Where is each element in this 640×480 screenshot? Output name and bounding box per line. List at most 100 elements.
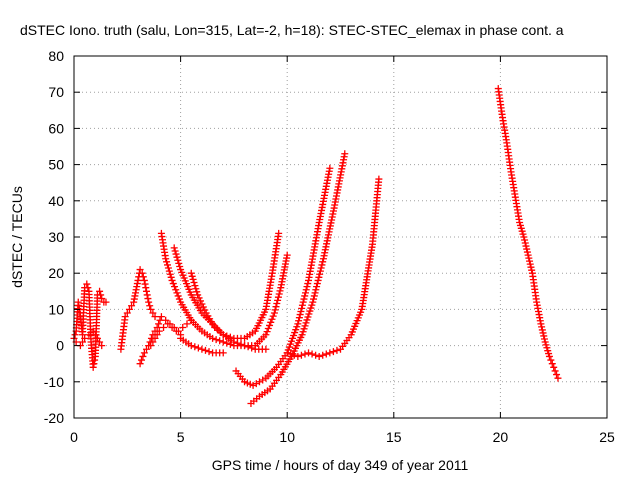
data-point-trail	[333, 346, 341, 354]
data-point	[283, 251, 291, 259]
data-point-trail	[143, 291, 151, 299]
data-point-trail	[523, 248, 531, 256]
data-point-trail	[171, 247, 179, 255]
x-tick-labels: 0 5 10 15 20 25	[70, 429, 615, 445]
data-point-trail	[175, 259, 183, 267]
data-point	[219, 338, 227, 346]
data-point-trail	[173, 253, 181, 261]
data-series	[177, 334, 227, 357]
y-tick-label: -10	[44, 374, 64, 390]
y-tick-label: 50	[48, 157, 64, 173]
data-point-trail	[201, 346, 209, 354]
x-tick-label: 20	[493, 429, 509, 445]
data-point-trail	[314, 276, 322, 284]
data-point	[89, 363, 97, 371]
y-tick-label: 70	[48, 84, 64, 100]
data-point-trail	[199, 303, 207, 311]
data-point-trail	[142, 284, 150, 292]
data-point-trail	[191, 282, 199, 290]
data-point-trail	[174, 292, 182, 300]
data-point-trail	[527, 263, 535, 271]
x-tick-label: 25	[599, 429, 615, 445]
data-point	[326, 349, 334, 357]
data-point-trail	[300, 295, 308, 303]
data-point-trail	[275, 290, 283, 298]
data-series	[72, 327, 106, 350]
data-point	[121, 313, 129, 321]
data-point	[134, 276, 142, 284]
data-point	[375, 175, 383, 183]
data-point-trail	[316, 270, 324, 278]
data-point-trail	[90, 360, 98, 368]
data-point	[81, 334, 89, 342]
data-point-trail	[123, 309, 131, 317]
data-series	[247, 150, 349, 408]
data-series	[70, 280, 110, 371]
data-point	[98, 342, 106, 350]
data-point	[172, 327, 180, 335]
data-point-trail	[538, 323, 546, 331]
data-series	[494, 85, 562, 382]
data-point-trail	[190, 279, 198, 287]
data-point-trail	[91, 356, 99, 364]
data-point	[140, 276, 148, 284]
data-point-trail	[172, 286, 180, 294]
data-point-trail	[310, 295, 318, 303]
data-point	[136, 360, 144, 368]
data-point	[102, 298, 110, 306]
data-point	[262, 331, 270, 339]
y-tick-label: 60	[48, 120, 64, 136]
data-point	[209, 334, 217, 342]
data-point	[142, 287, 150, 295]
y-tick-label: 40	[48, 193, 64, 209]
data-point-trail	[295, 317, 303, 325]
data-point-trail	[317, 264, 325, 272]
data-point-trail	[310, 292, 318, 300]
data-point-trail	[149, 309, 157, 317]
data-point-trail	[97, 291, 105, 299]
data-point-trail	[166, 270, 174, 278]
data-point-trail	[298, 304, 306, 312]
data-point-trail	[191, 343, 199, 351]
data-point-trail	[272, 303, 280, 311]
data-point-trail	[522, 242, 530, 250]
data-series	[147, 320, 185, 350]
data-point	[183, 320, 191, 328]
data-point	[147, 342, 155, 350]
y-tick-label: 20	[48, 265, 64, 281]
y-tick-label: 10	[48, 301, 64, 317]
data-point-trail	[271, 306, 279, 314]
data-point-trail	[223, 339, 231, 347]
data-point-trail	[141, 280, 149, 288]
data-point-trail	[319, 351, 327, 359]
data-point-trail	[164, 261, 172, 269]
data-point-trail	[71, 331, 79, 339]
data-point-trail	[295, 314, 303, 322]
data-point-trail	[308, 350, 316, 358]
data-point	[341, 150, 349, 158]
data-point	[545, 352, 553, 360]
data-point	[230, 338, 238, 346]
data-point	[153, 324, 161, 331]
data-point-trail	[526, 257, 534, 265]
data-point-trail	[163, 258, 171, 266]
y-tick-label: -20	[44, 410, 64, 426]
x-tick-label: 10	[279, 429, 295, 445]
data-point-trail	[547, 356, 555, 364]
data-point-trail	[155, 320, 163, 328]
data-point-trail	[266, 321, 274, 329]
data-point	[187, 342, 195, 350]
data-point	[550, 363, 558, 371]
data-point-trail	[195, 294, 203, 302]
data-point-trail	[301, 350, 309, 358]
data-point-trail	[540, 335, 548, 343]
data-point-trail	[523, 245, 531, 253]
data-point-trail	[290, 351, 298, 359]
data-point-trail	[311, 289, 319, 297]
data-point-trail	[196, 297, 204, 305]
data-point-trail	[91, 331, 99, 339]
data-point-trail	[269, 312, 277, 320]
data-point-trail	[173, 289, 181, 297]
data-point	[151, 313, 159, 321]
data-point	[147, 305, 155, 313]
